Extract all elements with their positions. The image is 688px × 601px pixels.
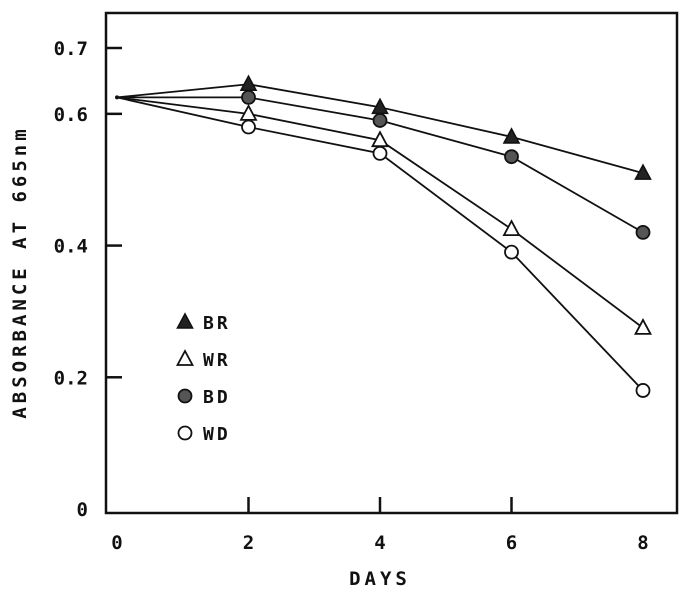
legend-marker-bd: [179, 390, 192, 403]
legend-label-bd: BD: [203, 387, 231, 408]
y-axis-title: ABSORBANCE AT 665nm: [9, 125, 31, 418]
y-tick-label: 0: [77, 499, 88, 521]
data-point-wd: [242, 121, 255, 134]
plot-frame: [106, 13, 677, 513]
y-tick-label: 0.4: [54, 236, 88, 258]
x-tick-label: 8: [637, 532, 648, 554]
data-point-wr: [504, 221, 519, 235]
y-tick-label: 0.2: [54, 367, 88, 389]
legend-label-br: BR: [203, 313, 231, 334]
data-point-bd: [242, 91, 255, 104]
legend-marker-br: [178, 314, 193, 328]
series-markers: [115, 76, 651, 397]
data-point-br: [241, 76, 256, 90]
y-tick-label: 0.6: [54, 104, 88, 126]
legend-marker-wd: [179, 427, 192, 440]
x-axis-title: DAYS: [349, 568, 411, 590]
series-lines: [117, 84, 643, 390]
x-axis: 0 2 4 6 8: [111, 497, 648, 554]
y-axis: 0 0.2 0.4 0.6 0.7: [54, 38, 122, 521]
data-point-bd: [374, 114, 387, 127]
legend-marker-wr: [178, 351, 193, 365]
legend-label-wr: WR: [203, 350, 231, 371]
data-point-wd: [637, 384, 650, 397]
data-point-bd: [505, 150, 518, 163]
data-point-origin: [115, 95, 119, 99]
x-tick-label: 2: [243, 532, 254, 554]
x-tick-label: 0: [111, 532, 122, 554]
x-tick-label: 4: [374, 532, 385, 554]
legend: BR WR BD WD: [178, 313, 231, 445]
data-point-wd: [505, 246, 518, 259]
y-tick-label: 0.7: [54, 38, 88, 60]
data-point-wr: [636, 320, 651, 334]
data-point-bd: [637, 226, 650, 239]
legend-label-wd: WD: [203, 424, 231, 445]
x-tick-label: 6: [506, 532, 517, 554]
data-point-wd: [374, 147, 387, 160]
